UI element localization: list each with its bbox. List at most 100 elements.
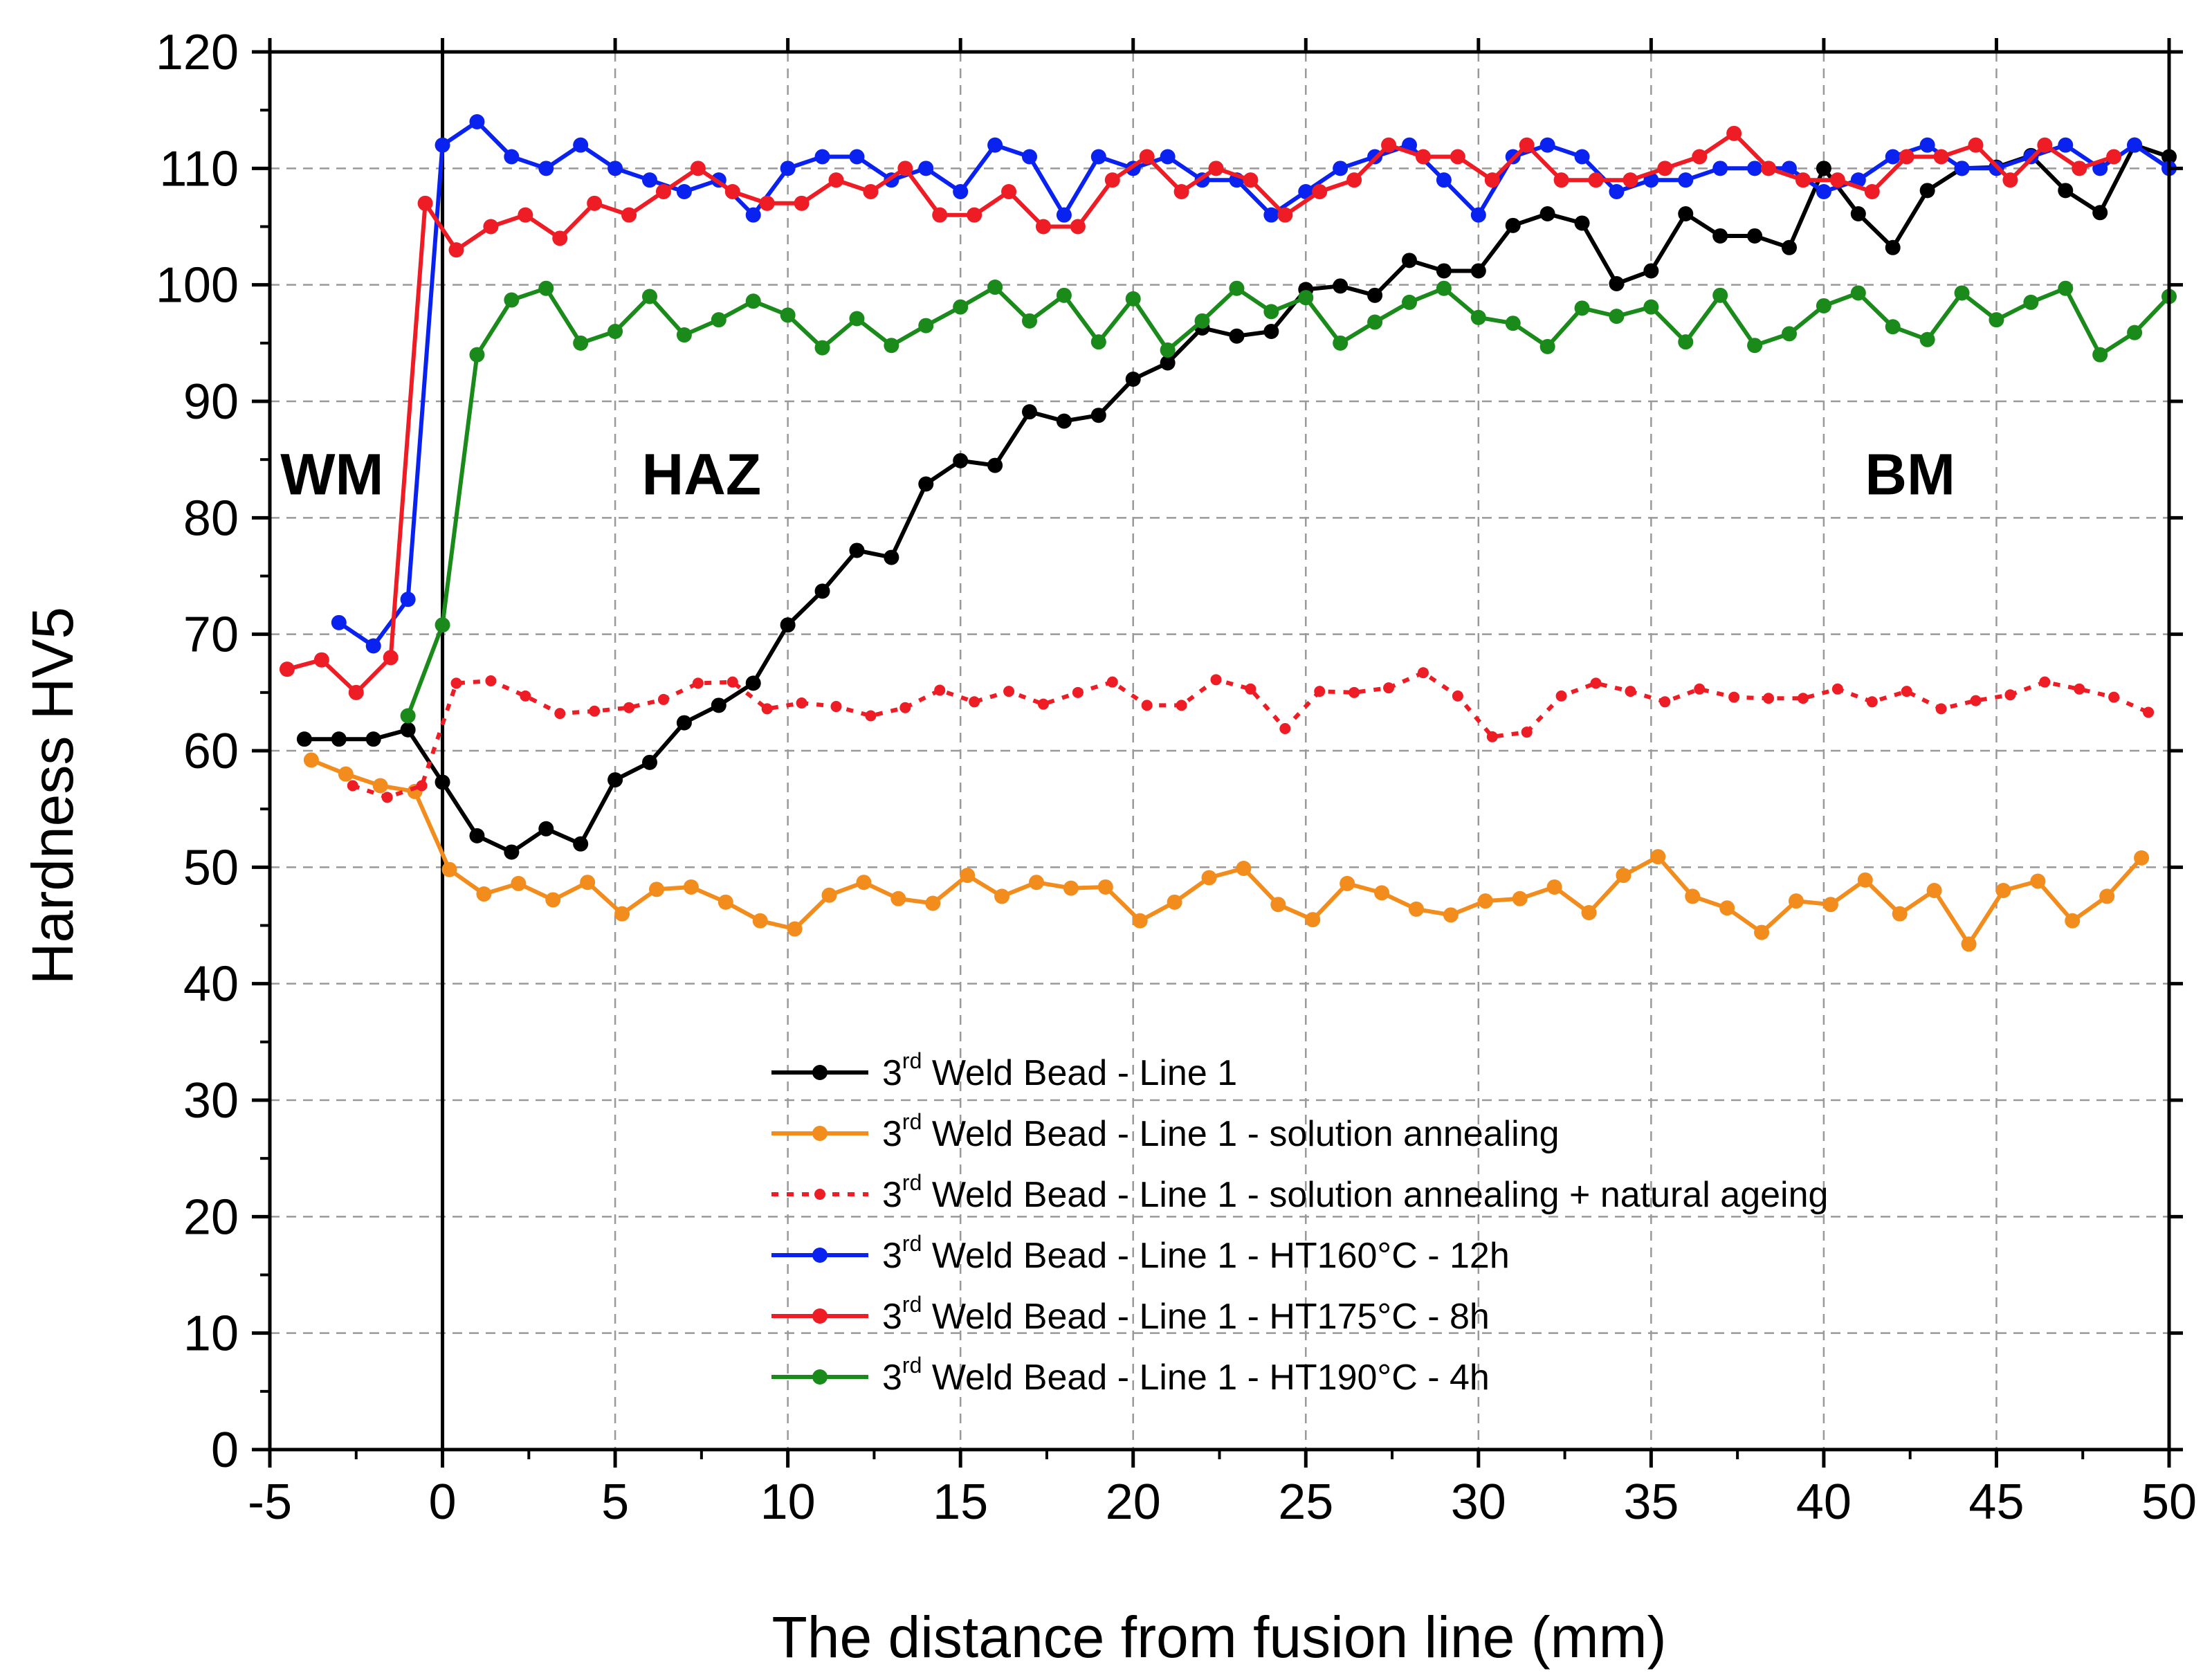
- data-point: [383, 650, 399, 666]
- data-point: [1263, 324, 1279, 339]
- data-point: [1609, 275, 1625, 291]
- data-point: [1236, 861, 1252, 877]
- data-point: [1436, 263, 1452, 279]
- data-point: [1104, 172, 1120, 188]
- data-point: [849, 311, 865, 327]
- data-point: [338, 766, 354, 782]
- data-point: [2074, 683, 2085, 695]
- data-point: [1383, 682, 1395, 694]
- data-point: [1056, 207, 1072, 223]
- data-point: [1450, 149, 1465, 165]
- data-point: [1349, 686, 1360, 698]
- data-point: [417, 195, 433, 211]
- data-point: [828, 172, 844, 188]
- data-point: [655, 184, 671, 199]
- x-tick-label: 50: [2141, 1474, 2197, 1530]
- series-3: [347, 667, 2155, 803]
- data-point: [987, 280, 1003, 295]
- series-line: [310, 758, 2144, 947]
- data-point: [1367, 314, 1383, 330]
- data-point: [1056, 287, 1072, 303]
- data-point: [1333, 278, 1349, 294]
- data-point: [1935, 703, 1947, 715]
- data-point: [1298, 290, 1314, 306]
- data-point: [1590, 677, 1602, 689]
- data-point: [814, 583, 830, 599]
- data-point: [969, 696, 980, 708]
- data-point: [648, 882, 664, 897]
- data-point: [711, 697, 726, 713]
- data-point: [573, 137, 589, 153]
- series-line: [405, 285, 2171, 717]
- data-point: [348, 684, 364, 700]
- data-point: [504, 292, 520, 308]
- legend: 3rd Weld Bead - Line 1 3rd Weld Bead - Li…: [771, 1048, 1828, 1398]
- data-point: [642, 172, 657, 188]
- data-point: [692, 677, 704, 689]
- data-point: [717, 894, 733, 910]
- data-point: [2023, 294, 2039, 310]
- data-point: [711, 312, 726, 328]
- data-point: [1747, 228, 1763, 244]
- data-point: [1176, 700, 1187, 711]
- data-point: [1816, 184, 1831, 199]
- data-point: [2106, 149, 2122, 165]
- data-point: [2108, 691, 2120, 703]
- data-point: [1678, 172, 1694, 188]
- data-point: [1850, 285, 1866, 301]
- data-point: [476, 886, 492, 902]
- data-point: [1822, 897, 1838, 913]
- data-point: [1160, 355, 1176, 371]
- data-point: [2065, 913, 2081, 929]
- legend-marker: [812, 1126, 828, 1141]
- y-tick-label: 110: [159, 141, 239, 197]
- data-point: [863, 184, 879, 199]
- data-point: [1229, 280, 1245, 296]
- data-point: [504, 844, 520, 860]
- data-point: [435, 617, 450, 633]
- data-point: [2002, 172, 2018, 188]
- data-point: [1989, 312, 2004, 328]
- data-point: [1270, 897, 1286, 913]
- data-point: [580, 875, 596, 891]
- data-point: [573, 335, 589, 351]
- series-line: [286, 131, 2115, 695]
- data-point: [884, 338, 899, 354]
- data-point: [545, 892, 561, 908]
- data-point: [1408, 901, 1424, 917]
- data-point: [1546, 879, 1562, 895]
- data-point: [469, 347, 485, 363]
- data-point: [1574, 300, 1590, 316]
- data-point: [1367, 287, 1383, 303]
- data-point: [1574, 149, 1590, 165]
- data-point: [435, 137, 450, 153]
- data-point: [1919, 183, 1935, 199]
- data-point: [1970, 695, 1982, 706]
- data-point: [347, 780, 358, 792]
- data-point: [416, 780, 428, 792]
- data-point: [1141, 700, 1153, 711]
- data-point: [953, 184, 969, 199]
- data-point: [865, 710, 877, 722]
- data-point: [2127, 325, 2143, 340]
- data-point: [726, 676, 738, 688]
- data-point: [400, 708, 416, 724]
- data-point: [1919, 331, 1935, 347]
- data-point: [552, 230, 568, 246]
- data-point: [1381, 137, 1397, 153]
- data-point: [1415, 149, 1431, 165]
- data-point: [1125, 372, 1141, 387]
- data-point: [683, 879, 699, 895]
- data-point: [303, 752, 319, 768]
- data-point: [794, 195, 810, 211]
- legend-marker: [812, 1369, 828, 1385]
- data-point: [607, 161, 623, 176]
- data-point: [657, 693, 669, 705]
- legend-label: 3rd Weld Bead - Line 1 - HT160°C - 12h: [882, 1231, 1510, 1276]
- data-point: [1795, 172, 1811, 188]
- data-point: [1650, 849, 1666, 865]
- data-point: [690, 161, 706, 176]
- data-point: [2058, 137, 2074, 153]
- data-point: [2058, 183, 2074, 199]
- data-point: [1885, 239, 1901, 255]
